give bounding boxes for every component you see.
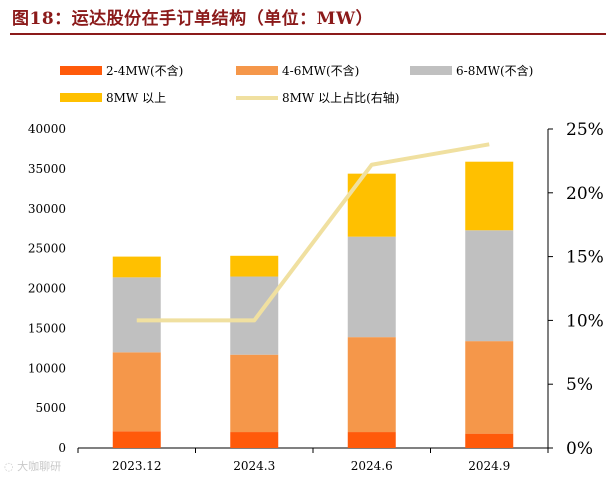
left-axis-tick-label: 0 — [58, 441, 66, 455]
legend-label-8mw-plus: 8MW 以上 — [106, 91, 167, 105]
legend-item-8mw-plus: 8MW 以上 — [60, 89, 166, 106]
left-axis-tick-label: 5000 — [35, 401, 66, 415]
legend-swatch-share-line — [236, 95, 278, 100]
chart-title: 图18：运达股份在手订单结构（单位：MW） — [12, 9, 374, 29]
bar-segment-2 — [112, 352, 161, 432]
legend-label-6-8mw: 6-8MW(不含) — [456, 64, 534, 78]
legend-swatch-2-4mw — [60, 66, 102, 75]
bar-segment-4 — [112, 256, 161, 278]
right-axis-tick-label: 25% — [566, 120, 604, 140]
legend-item-4-6mw: 4-6MW(不含) — [236, 62, 359, 79]
bar-segment-4 — [230, 255, 279, 277]
x-axis-category-label: 2024.3 — [233, 459, 275, 473]
watermark: ◌ 大咖聊研 — [4, 458, 61, 474]
watermark-text: 大咖聊研 — [17, 460, 62, 473]
legend-item-2-4mw: 2-4MW(不含) — [60, 62, 183, 79]
share-line-series — [136, 142, 490, 323]
bar-segment-4 — [465, 161, 514, 231]
right-axis-tick-label: 15% — [566, 248, 604, 268]
legend-swatch-6-8mw — [410, 66, 452, 75]
bar-segment-3 — [230, 276, 279, 355]
legend-label-2-4mw: 2-4MW(不含) — [106, 64, 184, 78]
bar-segment-2 — [230, 354, 279, 433]
bar-segment-1 — [347, 432, 396, 448]
right-axis-tick-label: 0% — [566, 439, 593, 459]
chart-legend: 2-4MW(不含) 4-6MW(不含) 6-8MW(不含) 8MW 以上 8MW… — [0, 0, 616, 110]
left-axis-tick-label: 35000 — [28, 162, 66, 176]
right-axis-tick-label: 20% — [566, 184, 604, 204]
left-axis-tick-label: 40000 — [28, 122, 66, 136]
watermark-icon: ◌ — [4, 460, 18, 473]
legend-label-4-6mw: 4-6MW(不含) — [282, 64, 360, 78]
bar-segment-1 — [112, 431, 161, 448]
x-axis-category-label: 2024.9 — [468, 459, 510, 473]
bar-segment-2 — [465, 341, 514, 434]
left-axis-tick-label: 20000 — [28, 282, 66, 296]
left-axis-tick-label: 15000 — [28, 321, 66, 335]
x-axis-category-label: 2023.12 — [112, 459, 162, 473]
legend-label-share-line: 8MW 以上占比(右轴) — [282, 91, 400, 105]
legend-item-share-line: 8MW 以上占比(右轴) — [236, 89, 399, 106]
bar-segment-3 — [112, 277, 161, 353]
legend-swatch-8mw-plus — [60, 93, 102, 102]
bar-segment-3 — [347, 236, 396, 338]
bar-segment-2 — [347, 337, 396, 433]
title-divider — [10, 33, 606, 35]
legend-swatch-4-6mw — [236, 66, 278, 75]
left-axis-tick-label: 10000 — [28, 361, 66, 375]
x-axis-category-label: 2024.6 — [351, 459, 393, 473]
right-axis-tick-label: 5% — [566, 375, 593, 395]
bar-segment-1 — [465, 433, 514, 448]
left-axis-tick-label: 30000 — [28, 202, 66, 216]
legend-item-6-8mw: 6-8MW(不含) — [410, 62, 533, 79]
right-axis-tick-label: 10% — [566, 311, 604, 331]
bar-segment-1 — [230, 432, 279, 448]
bar-segment-3 — [465, 230, 514, 342]
bar-segment-4 — [347, 173, 396, 237]
left-axis-tick-label: 25000 — [28, 242, 66, 256]
